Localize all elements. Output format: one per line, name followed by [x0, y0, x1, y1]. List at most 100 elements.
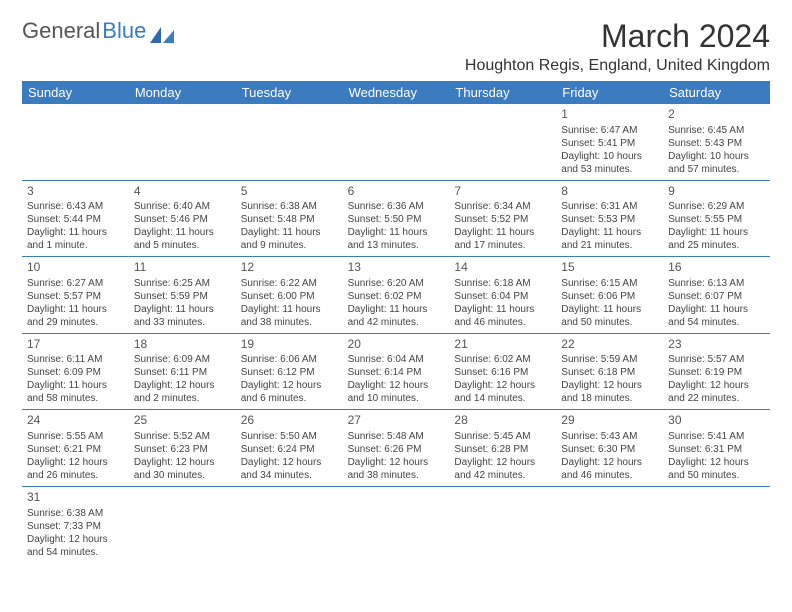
daylight-line-1: Daylight: 11 hours	[27, 303, 124, 316]
title-block: March 2024 Houghton Regis, England, Unit…	[465, 18, 770, 75]
day-number: 17	[27, 337, 124, 353]
daylight-line-2: and 54 minutes.	[27, 546, 124, 559]
daylight-line-2: and 17 minutes.	[454, 239, 551, 252]
day-cell: 26Sunrise: 5:50 AMSunset: 6:24 PMDayligh…	[236, 410, 343, 486]
day-number: 10	[27, 260, 124, 276]
daylight-line-2: and 25 minutes.	[668, 239, 765, 252]
sunset-line: Sunset: 5:57 PM	[27, 290, 124, 303]
day-number: 16	[668, 260, 765, 276]
daylight-line-2: and 50 minutes.	[668, 469, 765, 482]
daylight-line-1: Daylight: 12 hours	[454, 456, 551, 469]
day-number: 5	[241, 184, 338, 200]
week-row: 24Sunrise: 5:55 AMSunset: 6:21 PMDayligh…	[22, 410, 770, 487]
daylight-line-2: and 5 minutes.	[134, 239, 231, 252]
daylight-line-1: Daylight: 11 hours	[668, 226, 765, 239]
daylight-line-2: and 13 minutes.	[348, 239, 445, 252]
sunset-line: Sunset: 6:31 PM	[668, 443, 765, 456]
daylight-line-1: Daylight: 12 hours	[561, 456, 658, 469]
weekday-header: Tuesday	[236, 81, 343, 104]
day-number: 1	[561, 107, 658, 123]
day-cell: 28Sunrise: 5:45 AMSunset: 6:28 PMDayligh…	[449, 410, 556, 486]
sunrise-line: Sunrise: 6:34 AM	[454, 200, 551, 213]
daylight-line-2: and 38 minutes.	[348, 469, 445, 482]
daylight-line-2: and 42 minutes.	[348, 316, 445, 329]
sunrise-line: Sunrise: 6:22 AM	[241, 277, 338, 290]
empty-cell	[556, 487, 663, 563]
day-number: 23	[668, 337, 765, 353]
day-cell: 5Sunrise: 6:38 AMSunset: 5:48 PMDaylight…	[236, 181, 343, 257]
weekday-header: Monday	[129, 81, 236, 104]
day-number: 6	[348, 184, 445, 200]
sunset-line: Sunset: 6:23 PM	[134, 443, 231, 456]
day-cell: 20Sunrise: 6:04 AMSunset: 6:14 PMDayligh…	[343, 334, 450, 410]
week-row: 17Sunrise: 6:11 AMSunset: 6:09 PMDayligh…	[22, 334, 770, 411]
daylight-line-1: Daylight: 12 hours	[454, 379, 551, 392]
sunset-line: Sunset: 6:07 PM	[668, 290, 765, 303]
daylight-line-1: Daylight: 12 hours	[348, 456, 445, 469]
daylight-line-1: Daylight: 10 hours	[561, 150, 658, 163]
weekday-header: Wednesday	[343, 81, 450, 104]
daylight-line-2: and 14 minutes.	[454, 392, 551, 405]
weekday-header-row: SundayMondayTuesdayWednesdayThursdayFrid…	[22, 81, 770, 104]
sunset-line: Sunset: 5:48 PM	[241, 213, 338, 226]
sunrise-line: Sunrise: 6:38 AM	[27, 507, 124, 520]
sunset-line: Sunset: 6:04 PM	[454, 290, 551, 303]
weekday-header: Sunday	[22, 81, 129, 104]
logo-text-1: General	[22, 18, 100, 44]
sunrise-line: Sunrise: 6:31 AM	[561, 200, 658, 213]
sunrise-line: Sunrise: 5:50 AM	[241, 430, 338, 443]
sunrise-line: Sunrise: 5:41 AM	[668, 430, 765, 443]
empty-cell	[343, 487, 450, 563]
day-cell: 3Sunrise: 6:43 AMSunset: 5:44 PMDaylight…	[22, 181, 129, 257]
day-number: 4	[134, 184, 231, 200]
day-number: 11	[134, 260, 231, 276]
day-number: 7	[454, 184, 551, 200]
daylight-line-2: and 38 minutes.	[241, 316, 338, 329]
daylight-line-1: Daylight: 11 hours	[241, 303, 338, 316]
empty-cell	[663, 487, 770, 563]
daylight-line-1: Daylight: 12 hours	[241, 456, 338, 469]
day-number: 28	[454, 413, 551, 429]
sunset-line: Sunset: 5:44 PM	[27, 213, 124, 226]
daylight-line-1: Daylight: 12 hours	[134, 379, 231, 392]
sunrise-line: Sunrise: 6:29 AM	[668, 200, 765, 213]
daylight-line-2: and 50 minutes.	[561, 316, 658, 329]
day-number: 26	[241, 413, 338, 429]
sunrise-line: Sunrise: 5:55 AM	[27, 430, 124, 443]
location-subtitle: Houghton Regis, England, United Kingdom	[465, 57, 770, 75]
daylight-line-2: and 26 minutes.	[27, 469, 124, 482]
daylight-line-1: Daylight: 11 hours	[454, 226, 551, 239]
day-number: 12	[241, 260, 338, 276]
day-number: 8	[561, 184, 658, 200]
day-cell: 12Sunrise: 6:22 AMSunset: 6:00 PMDayligh…	[236, 257, 343, 333]
day-cell: 7Sunrise: 6:34 AMSunset: 5:52 PMDaylight…	[449, 181, 556, 257]
day-cell: 23Sunrise: 5:57 AMSunset: 6:19 PMDayligh…	[663, 334, 770, 410]
sunset-line: Sunset: 7:33 PM	[27, 520, 124, 533]
day-cell: 13Sunrise: 6:20 AMSunset: 6:02 PMDayligh…	[343, 257, 450, 333]
sunset-line: Sunset: 6:02 PM	[348, 290, 445, 303]
daylight-line-1: Daylight: 12 hours	[668, 456, 765, 469]
sunset-line: Sunset: 5:52 PM	[454, 213, 551, 226]
sunrise-line: Sunrise: 6:27 AM	[27, 277, 124, 290]
day-cell: 2Sunrise: 6:45 AMSunset: 5:43 PMDaylight…	[663, 104, 770, 180]
daylight-line-1: Daylight: 12 hours	[134, 456, 231, 469]
day-cell: 27Sunrise: 5:48 AMSunset: 6:26 PMDayligh…	[343, 410, 450, 486]
sunset-line: Sunset: 6:26 PM	[348, 443, 445, 456]
sunset-line: Sunset: 6:30 PM	[561, 443, 658, 456]
sunrise-line: Sunrise: 6:47 AM	[561, 124, 658, 137]
logo-text-2: Blue	[102, 18, 146, 44]
daylight-line-1: Daylight: 11 hours	[561, 226, 658, 239]
day-cell: 31Sunrise: 6:38 AMSunset: 7:33 PMDayligh…	[22, 487, 129, 563]
daylight-line-2: and 58 minutes.	[27, 392, 124, 405]
daylight-line-1: Daylight: 10 hours	[668, 150, 765, 163]
sunset-line: Sunset: 6:09 PM	[27, 366, 124, 379]
day-number: 21	[454, 337, 551, 353]
daylight-line-2: and 10 minutes.	[348, 392, 445, 405]
empty-cell	[22, 104, 129, 180]
day-cell: 17Sunrise: 6:11 AMSunset: 6:09 PMDayligh…	[22, 334, 129, 410]
daylight-line-2: and 30 minutes.	[134, 469, 231, 482]
sunrise-line: Sunrise: 6:36 AM	[348, 200, 445, 213]
day-number: 27	[348, 413, 445, 429]
daylight-line-1: Daylight: 11 hours	[348, 303, 445, 316]
empty-cell	[236, 104, 343, 180]
